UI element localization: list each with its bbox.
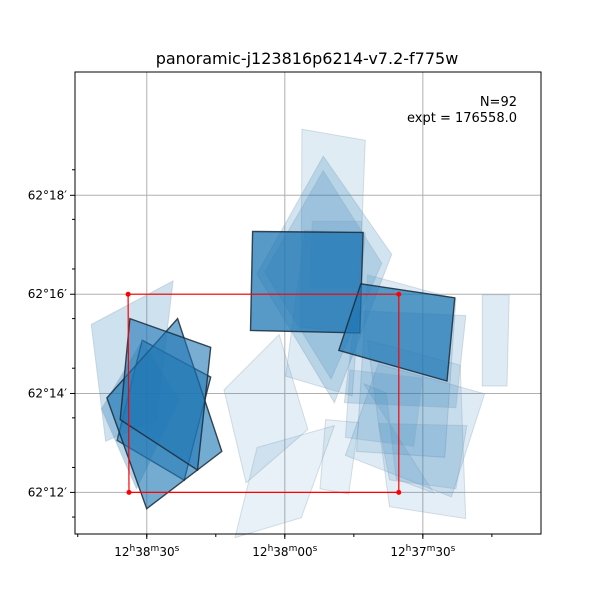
y-tick-label-0: 62°12′	[28, 485, 68, 499]
region-corner-3	[126, 489, 132, 495]
footprint-12	[377, 422, 468, 490]
chart-title: panoramic-j123816p6214-v7.2-f775w	[156, 49, 459, 68]
footprint-23	[119, 317, 212, 472]
tick-layer: 12h38m30s 12h38m00s 12h37m30s 62°12′ 62°14′ 6…	[28, 169, 493, 559]
region-corner-0	[125, 291, 131, 297]
footprint-layer	[90, 128, 510, 539]
region-corner-1	[396, 291, 402, 297]
footprint-7	[344, 363, 486, 498]
footprint-9	[223, 333, 309, 484]
footprint-6	[481, 294, 510, 387]
footprint-13	[319, 419, 360, 495]
x-tick-label-2: 12h37m30s	[390, 544, 455, 559]
footprint-18	[249, 230, 364, 334]
region-box	[125, 291, 402, 495]
plot-frame	[74, 71, 542, 535]
n-label: N=92	[480, 95, 517, 110]
y-tick-label-3: 62°18′	[28, 188, 68, 202]
footprint-19	[337, 283, 456, 382]
region-corner-2	[396, 489, 402, 495]
footprint-16	[344, 369, 424, 447]
x-tick-label-0: 12h38m30s	[114, 544, 179, 559]
footprint-10	[234, 424, 336, 539]
y-tick-label-2: 62°16′	[28, 287, 68, 301]
y-tick-label-1: 62°14′	[28, 386, 68, 400]
expt-label: expt = 176558.0	[407, 111, 517, 126]
x-tick-label-1: 12h38m00s	[252, 544, 317, 559]
